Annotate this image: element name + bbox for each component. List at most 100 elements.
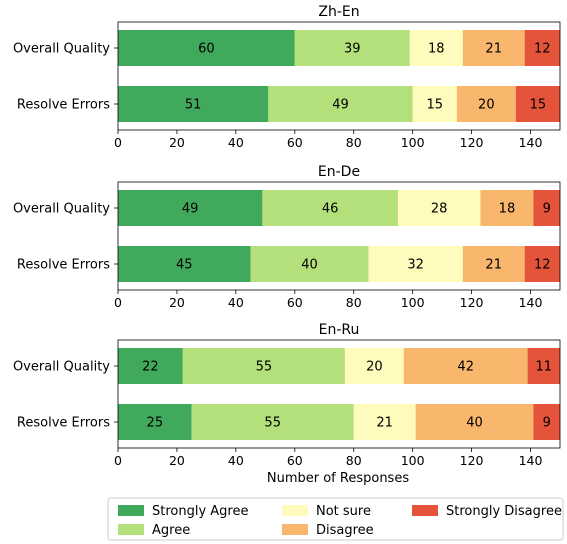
x-tick-label: 60 — [287, 453, 303, 468]
data-label: 18 — [499, 202, 516, 217]
bar-segment — [118, 348, 183, 384]
legend-entry: Not sure — [316, 504, 371, 519]
data-label: 51 — [185, 98, 202, 113]
data-label: 11 — [536, 360, 553, 375]
data-label: 22 — [142, 360, 159, 375]
chart-panels: Zh-En Overall Quality 60 39 18 21 12 Resolve Er… — [13, 4, 561, 468]
bar-segment — [353, 404, 416, 440]
data-label: 18 — [428, 42, 445, 57]
data-label: 55 — [264, 416, 281, 431]
data-label: 21 — [485, 258, 502, 273]
bar-segment — [250, 246, 369, 282]
x-tick-label: 80 — [346, 453, 362, 468]
legend-entry: Strongly Agree — [152, 504, 249, 519]
x-tick-label: 60 — [287, 295, 303, 310]
bar-segment — [403, 348, 528, 384]
data-label: 45 — [176, 258, 193, 273]
data-label: 20 — [366, 360, 383, 375]
legend-entry: Strongly Disagree — [446, 504, 562, 519]
category-label: Overall Quality — [13, 360, 110, 375]
category-label: Resolve Errors — [17, 258, 110, 273]
legend-frame — [107, 497, 564, 541]
bar-segment — [462, 30, 525, 66]
bar-segment — [294, 30, 410, 66]
bar-segment — [262, 190, 398, 226]
data-label: 60 — [198, 42, 215, 57]
x-tick-label: 60 — [287, 135, 303, 150]
data-label: 40 — [466, 416, 483, 431]
legend-swatch — [282, 524, 308, 535]
x-tick-label: 100 — [401, 453, 425, 468]
legend-swatch — [118, 505, 144, 516]
x-tick-label: 0 — [114, 453, 122, 468]
data-label: 20 — [478, 98, 495, 113]
data-label: 46 — [322, 202, 339, 217]
category-label: Overall Quality — [13, 202, 110, 217]
x-tick-label: 140 — [519, 453, 543, 468]
x-tick-label: 40 — [228, 295, 244, 310]
panel-title: Zh-En — [318, 4, 359, 20]
data-label: 21 — [485, 42, 502, 57]
x-tick-label: 0 — [114, 135, 122, 150]
legend-swatch — [118, 524, 144, 535]
data-label: 49 — [182, 202, 199, 217]
bar-segment — [368, 246, 463, 282]
legend-entry: Agree — [152, 523, 190, 538]
x-tick-label: 120 — [460, 453, 484, 468]
bar-segment — [527, 348, 560, 384]
x-tick-label: 140 — [519, 135, 543, 150]
bar-segment — [533, 404, 560, 440]
x-tick-label: 100 — [401, 295, 425, 310]
panel-zh-en: Zh-En Overall Quality 60 39 18 21 12 Resolve Er… — [13, 4, 561, 150]
x-tick-label: 80 — [346, 135, 362, 150]
x-tick-label: 120 — [460, 295, 484, 310]
panel-title: En-Ru — [319, 322, 360, 338]
bar-segment — [524, 30, 560, 66]
panel-en-de: En-De Overall Quality 49 46 28 18 9 Resolve Err… — [13, 164, 561, 310]
x-tick-label: 40 — [228, 135, 244, 150]
data-label: 40 — [301, 258, 318, 273]
bar-segment — [415, 404, 534, 440]
bar-segment — [480, 190, 534, 226]
data-label: 15 — [530, 98, 547, 113]
panel-en-ru: En-Ru Overall Quality 22 55 20 42 11 Resolve Er… — [13, 322, 561, 468]
bar-segment — [118, 30, 295, 66]
data-label: 55 — [256, 360, 273, 375]
legend-swatch — [282, 505, 308, 516]
axes-frame — [117, 21, 561, 131]
legend-entry: Disagree — [316, 523, 374, 538]
data-label: 12 — [534, 42, 551, 57]
data-label: 9 — [543, 202, 551, 217]
bar-segment — [191, 404, 354, 440]
data-label: 15 — [426, 98, 443, 113]
bar-segment — [412, 86, 457, 122]
panel-title: En-De — [318, 164, 360, 180]
data-label: 32 — [407, 258, 424, 273]
x-tick-label: 100 — [401, 135, 425, 150]
x-tick-label: 20 — [169, 135, 185, 150]
x-tick-label: 40 — [228, 453, 244, 468]
bar-segment — [456, 86, 516, 122]
bar-segment — [524, 246, 560, 282]
bar-segment — [533, 190, 560, 226]
category-label: Resolve Errors — [17, 416, 110, 431]
bar-segment — [118, 190, 263, 226]
axes-frame — [117, 339, 561, 449]
x-tick-label: 0 — [114, 295, 122, 310]
data-label: 28 — [431, 202, 448, 217]
axes-frame — [117, 181, 561, 291]
data-label: 21 — [376, 416, 393, 431]
data-label: 49 — [332, 98, 349, 113]
bar-segment — [118, 404, 192, 440]
x-tick-label: 20 — [169, 453, 185, 468]
legend-swatch — [412, 505, 438, 516]
x-tick-label: 80 — [346, 295, 362, 310]
category-label: Resolve Errors — [17, 98, 110, 113]
data-label: 12 — [534, 258, 551, 273]
bar-segment — [462, 246, 525, 282]
bar-segment — [268, 86, 413, 122]
data-label: 39 — [344, 42, 361, 57]
data-label: 9 — [543, 416, 551, 431]
x-axis-label: Number of Responses — [267, 471, 409, 486]
